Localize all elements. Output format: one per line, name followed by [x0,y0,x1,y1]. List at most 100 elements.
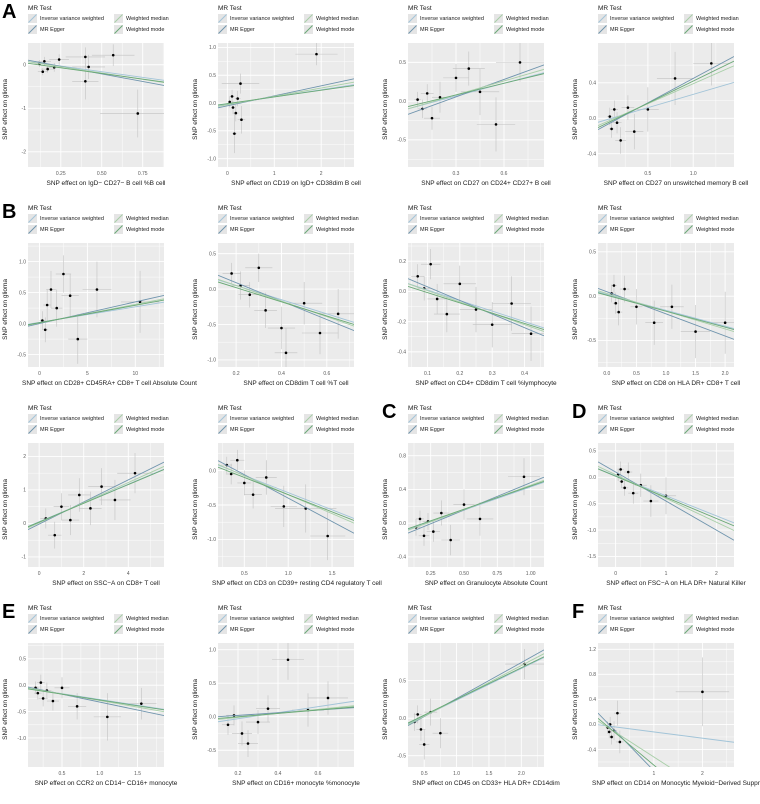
legend: MR Test Inverse variance weighted MR Egger… [218,205,380,237]
svg-text:10: 10 [132,371,138,377]
regression-line [598,292,734,330]
svg-text:1.0: 1.0 [209,45,216,51]
plot-row: SNP effect on glioma 0.25 0.50 0.75 0 -1 -2 [0,39,190,179]
legend-item: Weighted mode [304,625,380,634]
plot-row: SNP effect on glioma 0 1 2 0.5 0.0 -0.5 -1.0 -1.… [570,439,760,579]
legend-item: Weighted mode [684,225,760,234]
svg-text:2: 2 [23,454,26,460]
plot-row: SNP effect on glioma 0.1 0.2 0.3 0.4 0.2 0.0 -0… [380,239,570,379]
regression-line [598,468,734,524]
legend-title: MR Test [598,405,622,412]
regression-line [218,281,354,325]
svg-text:2.0: 2.0 [518,771,525,777]
regression-line [408,653,544,726]
svg-text:1.0: 1.0 [285,571,292,577]
svg-text:0: 0 [23,63,26,69]
y-axis-label-text: SNP effect on glioma [571,478,579,540]
y-axis-label: SNP effect on glioma [380,439,390,579]
svg-text:0.5: 0.5 [644,171,651,177]
legend: MR Test Inverse variance weighted MR Egger… [28,605,190,637]
mr-scatter-panel: C MR Test Inverse variance weighted MR Egge… [380,400,570,600]
legend-item-label: Weighted mode [126,626,165,633]
legend-key-icon [684,14,693,23]
legend-item: Weighted mode [684,425,760,434]
legend-item: Inverse variance weighted [598,614,684,623]
legend-item: Weighted median [494,414,570,423]
svg-text:-2: -2 [22,150,27,156]
legend-item: Inverse variance weighted [408,414,494,423]
legend-item: Weighted mode [114,625,190,634]
y-axis-label-text: SNP effect on glioma [191,78,199,140]
legend-key-icon [494,425,503,434]
legend-item: MR Egger [28,225,114,234]
legend-item: Inverse variance weighted [218,14,304,23]
svg-text:0.3: 0.3 [453,171,460,177]
legend-item-label: Weighted median [316,615,359,622]
svg-text:-0.5: -0.5 [397,138,406,144]
legend-title: MR Test [408,605,432,612]
legend-item-label: MR Egger [420,626,445,633]
svg-text:1.0: 1.0 [96,771,103,777]
svg-text:0.0: 0.0 [399,99,406,105]
legend-item-label: Inverse variance weighted [230,215,294,222]
y-axis-label-text: SNP effect on glioma [381,278,389,340]
svg-text:0.5: 0.5 [421,771,428,777]
mr-scatter-panel: MR Test Inverse variance weighted MR Egger… [190,0,380,200]
legend-title: MR Test [598,5,622,12]
legend-item: Weighted mode [304,225,380,234]
regression-line [218,85,354,106]
legend-item-label: Inverse variance weighted [40,415,104,422]
svg-text:1.5: 1.5 [485,771,492,777]
svg-text:-0.4: -0.4 [587,152,596,158]
x-axis-label: SNP effect on Granulocyte Absolute Count [424,580,548,587]
legend: MR Test Inverse variance weighted MR Egger… [598,405,760,437]
legend-key-icon [114,614,123,623]
legend-key-icon [304,425,313,434]
svg-text:0.0: 0.0 [399,289,406,295]
regression-line [598,720,671,767]
svg-text:0.4: 0.4 [278,371,285,377]
y-axis-label-text: SNP effect on glioma [381,78,389,140]
x-axis-label: SNP effect on IgD− CD27− B cell %B cell [46,180,166,187]
plot-row: SNP effect on glioma 0.5 1.0 1.5 0.5 0.0 -0.5 -… [0,639,190,779]
legend-item: Weighted median [304,14,380,23]
legend-key-icon [598,25,607,34]
legend-key-icon [114,414,123,423]
legend-key-icon [218,614,227,623]
svg-text:0.5: 0.5 [209,681,216,687]
legend-item-label: Inverse variance weighted [230,15,294,22]
legend-item-label: MR Egger [420,426,445,433]
plot-row: SNP effect on glioma 0.0 0.5 1.0 1.5 2.0 0.5 0.… [570,239,760,379]
svg-text:0.5: 0.5 [589,250,596,256]
x-axis-label: SNP effect on CD19 on IgD+ CD38dim B cel… [231,180,361,187]
svg-text:0.0: 0.0 [589,475,596,481]
svg-text:-0.5: -0.5 [207,129,216,135]
legend: MR Test Inverse variance weighted MR Egger… [598,205,760,237]
legend-item: Weighted median [684,414,760,423]
legend-item: Weighted median [684,14,760,23]
legend-key-icon [408,425,417,434]
svg-text:0: 0 [38,371,41,377]
svg-text:-0.5: -0.5 [397,754,406,760]
legend-item-label: Inverse variance weighted [420,15,484,22]
y-axis-label-text: SNP effect on glioma [571,278,579,340]
legend-item-label: Inverse variance weighted [420,215,484,222]
svg-text:-1.0: -1.0 [207,156,216,162]
regression-line [598,65,734,127]
svg-text:0: 0 [38,571,41,577]
regression-line [598,717,657,767]
legend-key-icon [28,614,37,623]
legend-title: MR Test [218,605,242,612]
svg-text:0.0: 0.0 [209,468,216,474]
svg-text:1: 1 [273,171,276,177]
legend-title: MR Test [28,405,52,412]
legend-item-label: Weighted mode [696,26,735,33]
legend-item-label: Inverse variance weighted [420,615,484,622]
legend-items: Inverse variance weighted MR Egger Weighte… [598,14,760,34]
svg-text:0.0: 0.0 [399,716,406,722]
legend-item-label: Weighted mode [506,426,545,433]
legend-title: MR Test [28,205,52,212]
legend: MR Test Inverse variance weighted MR Egger… [408,605,570,637]
scatter-plot: 0.3 0.6 0.5 0.0 -0.5 [397,43,544,177]
legend-item: Weighted median [114,414,190,423]
